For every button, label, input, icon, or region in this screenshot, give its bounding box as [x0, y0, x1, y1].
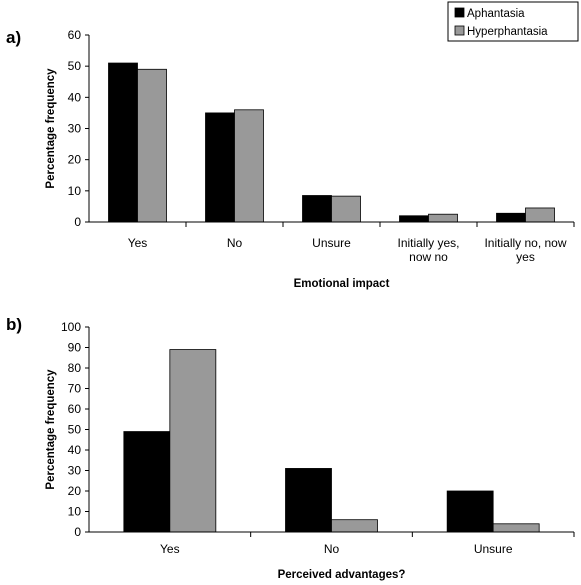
bar-aphantasia [205, 112, 235, 223]
y-tick-label: 60 [68, 402, 82, 416]
chart-b: b) 0 10 20 30 40 50 60 70 80 90 100 Percentage frequ… [6, 315, 575, 581]
legend-swatch [454, 7, 465, 18]
bar-aphantasia [108, 62, 138, 223]
x-tick-label: yes [516, 250, 535, 264]
legend: Aphantasia Hyperphantasia [447, 1, 579, 42]
bar-hyperphantasia [492, 523, 540, 533]
bar-aphantasia [302, 195, 332, 223]
y-tick-label: 50 [68, 59, 82, 73]
bar-hyperphantasia [234, 109, 264, 223]
y-tick-label: 50 [68, 423, 82, 437]
bar-hyperphantasia [525, 207, 555, 223]
x-tick-label: No [324, 542, 340, 556]
y-tick-label: 30 [68, 464, 82, 478]
chart-a: a) 0 10 20 30 40 50 60 Percentage frequency Yes No… [6, 28, 575, 290]
y-tick-label: 20 [68, 484, 82, 498]
bar-hyperphantasia [331, 195, 361, 223]
x-tick-label: Initially no, now [484, 236, 566, 250]
x-tick-label: now no [409, 250, 448, 264]
y-tick-label: 30 [68, 122, 82, 136]
bar-aphantasia [446, 490, 494, 533]
y-tick-label: 70 [68, 382, 82, 396]
y-tick-label: 80 [68, 361, 82, 375]
bar-aphantasia [496, 212, 526, 223]
y-axis-label: Percentage frequency [45, 68, 57, 189]
y-tick-label: 0 [74, 215, 81, 229]
x-axis-label: Perceived advantages? [278, 569, 406, 581]
y-tick-label: 40 [68, 443, 82, 457]
y-tick-label: 10 [68, 184, 82, 198]
x-tick-label: Yes [160, 542, 180, 556]
y-tick-label: 10 [68, 505, 82, 519]
panel-label: a) [6, 28, 21, 47]
bar-hyperphantasia [331, 519, 378, 533]
x-axis-label: Emotional impact [294, 278, 390, 290]
y-tick-label: 40 [68, 90, 82, 104]
x-tick-label: Initially yes, [397, 236, 459, 250]
x-tick-label: Unsure [312, 236, 351, 250]
legend-box [447, 1, 579, 42]
legend-label: Aphantasia [467, 8, 525, 20]
legend-swatch [454, 25, 465, 36]
y-tick-label: 0 [74, 525, 81, 539]
legend-label: Hyperphantasia [467, 26, 548, 38]
bar-hyperphantasia [169, 349, 217, 533]
y-axis-label: Percentage frequency [45, 369, 57, 490]
x-tick-label: No [227, 236, 243, 250]
bar-aphantasia [399, 215, 429, 223]
y-tick-label: 100 [61, 320, 81, 334]
y-tick-label: 90 [68, 341, 82, 355]
bar-hyperphantasia [428, 213, 458, 223]
x-tick-label: Unsure [474, 542, 513, 556]
panel-label: b) [6, 315, 22, 334]
bar-aphantasia [285, 468, 332, 533]
x-tick-label: Yes [128, 236, 148, 250]
y-tick-label: 60 [68, 28, 82, 42]
y-tick-label: 20 [68, 153, 82, 167]
bar-hyperphantasia [137, 68, 167, 223]
bar-aphantasia [123, 431, 171, 533]
